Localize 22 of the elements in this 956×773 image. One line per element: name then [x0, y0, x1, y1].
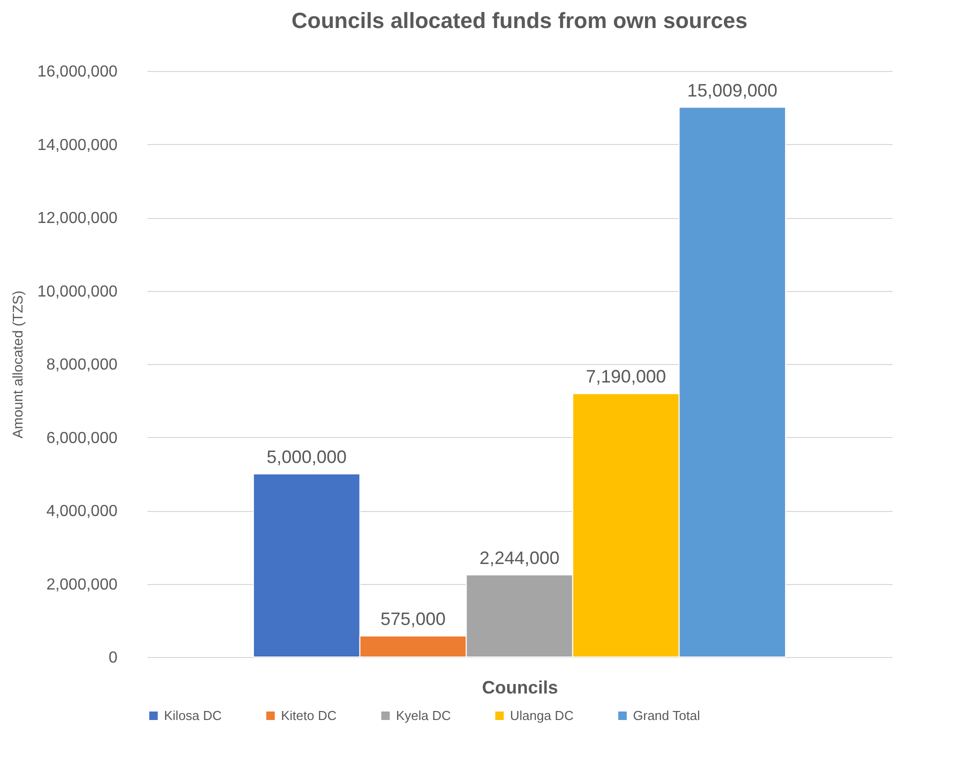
- data-label: 5,000,000: [266, 446, 347, 467]
- y-tick-label: 10,000,000: [37, 283, 118, 300]
- y-tick-label: 14,000,000: [37, 136, 118, 154]
- data-label: 2,244,000: [479, 548, 560, 568]
- y-tick-label: 2,000,000: [46, 576, 118, 594]
- legend-label: Kiteto DC: [281, 708, 337, 723]
- y-tick-label: 4,000,000: [46, 503, 118, 520]
- legend-label: Kilosa DC: [164, 708, 222, 723]
- legend-label: Grand Total: [633, 708, 700, 723]
- chart-title: Councils allocated funds from own sources: [292, 8, 748, 33]
- y-axis-title: Amount allocated (TZS): [9, 290, 26, 438]
- y-tick-label: 16,000,000: [37, 64, 118, 80]
- y-tick-label: 0: [108, 650, 118, 666]
- legend-label: Kyela DC: [396, 708, 451, 723]
- data-label: 575,000: [380, 608, 446, 629]
- y-tick-label: 6,000,000: [46, 430, 118, 447]
- y-tick-label: 8,000,000: [46, 356, 118, 374]
- y-tick-label: 12,000,000: [37, 210, 118, 227]
- legend-label: Ulanga DC: [510, 708, 574, 723]
- x-axis-title: Councils: [482, 678, 558, 698]
- data-label: 7,190,000: [586, 366, 666, 387]
- data-label: 15,009,000: [687, 80, 778, 100]
